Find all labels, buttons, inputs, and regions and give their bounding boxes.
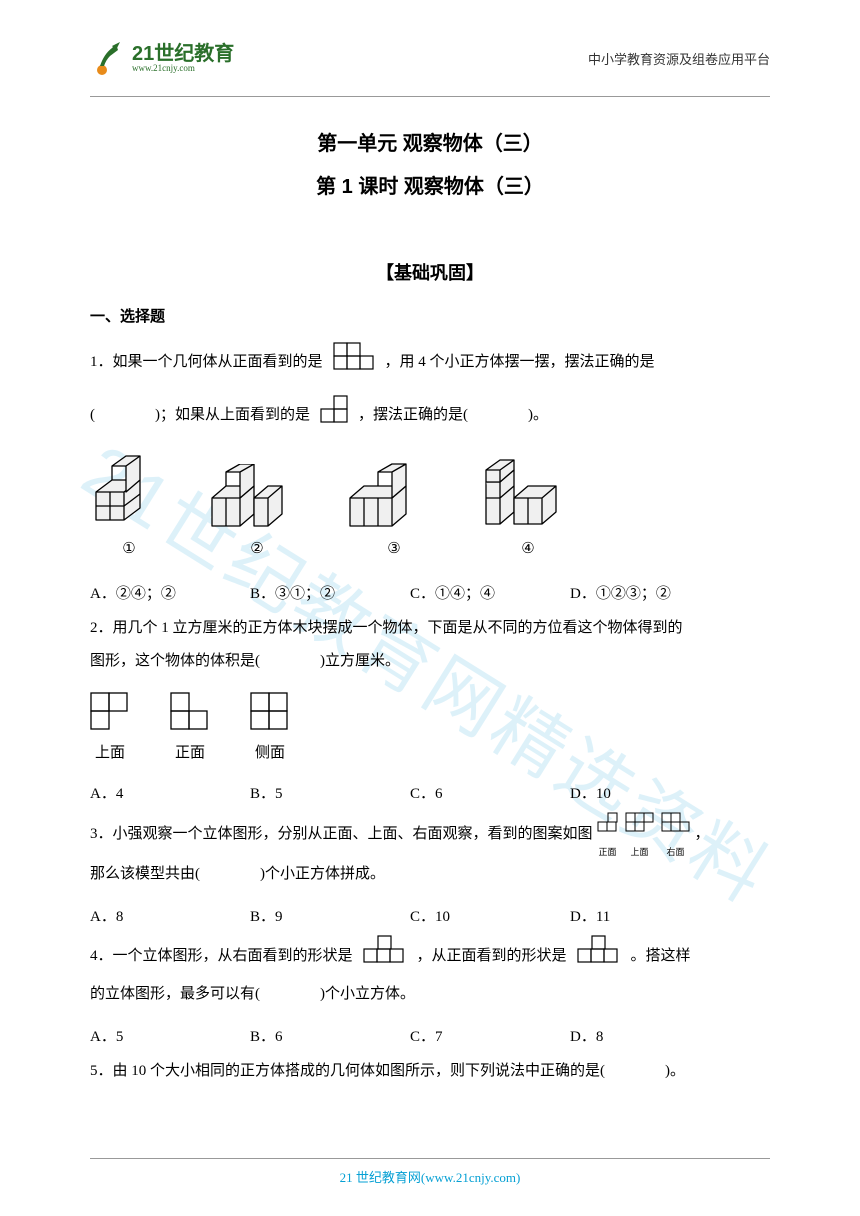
q4-option-a: A．5 [90, 1019, 250, 1055]
question-2: 2．用几个 1 立方厘米的正方体木块摆成一个物体，下面是从不同的方位看这个物体得… [90, 612, 770, 678]
q2-text-a: 2．用几个 1 立方厘米的正方体木块摆成一个物体，下面是从不同的方位看这个物体得… [90, 612, 770, 645]
q3-option-a: A．8 [90, 899, 250, 935]
footer: 21 世纪教育网(www.21cnjy.com) [0, 1158, 860, 1186]
footer-rule [90, 1158, 770, 1159]
q2-view-top-label: 上面 [90, 741, 130, 762]
q2-option-b: B．5 [250, 776, 410, 812]
q1-text-b: ，用 4 个小正方体摆一摆，摆法正确的是 [385, 346, 655, 379]
q3-view-top-label: 上面 [625, 847, 655, 858]
q1-top-view-icon [320, 395, 348, 436]
q2-option-d: D．10 [570, 776, 730, 812]
q1-option-a: A．②④；② [90, 576, 250, 612]
q4-right-view-icon [363, 935, 407, 978]
logo-main-text: 21世纪教育 [132, 44, 234, 64]
q4-option-b: B．6 [250, 1019, 410, 1055]
logo-sub-text: www.21cnjy.com [132, 64, 234, 73]
logo-text: 21世纪教育 www.21cnjy.com [132, 44, 234, 73]
q1-options: A．②④；② B．③①；② C．①④；④ D．①②③；② [90, 576, 770, 612]
q3-text-b: ， [695, 818, 710, 851]
q2-views-row: 上面 正面 侧面 [90, 692, 770, 762]
question-4: 4．一个立体图形，从右面看到的形状是 ，从正面看到的形状是 。搭这样 的立体图形… [90, 935, 770, 1011]
q1-option-d: D．①②③；② [570, 576, 730, 612]
q2-view-side-label: 侧面 [250, 741, 290, 762]
q3-view-right-label: 右面 [661, 847, 691, 858]
q3-option-c: C．10 [410, 899, 570, 935]
header-rule [90, 96, 770, 97]
q1-shape-4: ④ [482, 458, 574, 558]
q2-view-top: 上面 [90, 692, 130, 762]
q3-option-d: D．11 [570, 899, 730, 935]
q5-text: 5．由 10 个大小相同的正方体搭成的几何体如图所示，则下列说法中正确的是( )… [90, 1055, 770, 1088]
q1-front-view-icon [333, 342, 375, 383]
q3-text-a: 3．小强观察一个立体图形，分别从正面、上面、右面观察，看到的图案如图 [90, 818, 593, 851]
q1-shape-4-label: ④ [482, 539, 574, 558]
q3-inline-views: 正面 上面 右面 [597, 812, 691, 858]
header-right-text: 中小学教育资源及组卷应用平台 [588, 49, 770, 68]
q2-text-b: 图形，这个物体的体积是( )立方厘米。 [90, 645, 770, 678]
q4-text-b: ，从正面看到的形状是 [417, 940, 567, 973]
question-5: 5．由 10 个大小相同的正方体搭成的几何体如图所示，则下列说法中正确的是( )… [90, 1055, 770, 1088]
q4-option-d: D．8 [570, 1019, 730, 1055]
logo: 21世纪教育 www.21cnjy.com [90, 40, 234, 76]
page: 21世纪教育 www.21cnjy.com 中小学教育资源及组卷应用平台 第一单… [0, 0, 860, 1116]
q1-text-d: ，摆法正确的是( )。 [358, 399, 548, 432]
q2-view-front: 正面 [170, 692, 210, 762]
footer-text: 21 世纪教育网(www.21cnjy.com) [0, 1167, 860, 1186]
q3-view-front: 正面 [597, 812, 619, 858]
q3-options: A．8 B．9 C．10 D．11 [90, 899, 770, 935]
question-1: 1．如果一个几何体从正面看到的是 ，用 4 个小正方体摆一摆，摆法正确的是 ( … [90, 342, 770, 436]
header: 21世纪教育 www.21cnjy.com 中小学教育资源及组卷应用平台 [90, 40, 770, 76]
section-header: 【基础巩固】 [90, 259, 770, 285]
q4-text-a: 4．一个立体图形，从右面看到的形状是 [90, 940, 353, 973]
q2-view-side: 侧面 [250, 692, 290, 762]
q3-text-c: 那么该模型共由( )个小正方体拼成。 [90, 858, 770, 891]
q4-options: A．5 B．6 C．7 D．8 [90, 1019, 770, 1055]
lesson-title: 第 1 课时 观察物体（三） [90, 170, 770, 199]
q3-option-b: B．9 [250, 899, 410, 935]
q3-view-front-label: 正面 [597, 847, 619, 858]
q1-text-c: ( )；如果从上面看到的是 [90, 399, 310, 432]
logo-icon [90, 40, 126, 76]
q1-shape-2: ② [208, 464, 306, 558]
q1-option-c: C．①④；④ [410, 576, 570, 612]
unit-title: 第一单元 观察物体（三） [90, 127, 770, 156]
q1-text-a: 1．如果一个几何体从正面看到的是 [90, 346, 323, 379]
q4-option-c: C．7 [410, 1019, 570, 1055]
q1-option-b: B．③①；② [250, 576, 410, 612]
q1-shape-3-label: ③ [346, 539, 442, 558]
q1-shapes-row: ① ② ③ [90, 452, 770, 558]
q2-view-front-label: 正面 [170, 741, 210, 762]
q4-text-d: 的立体图形，最多可以有( )个小立方体。 [90, 978, 770, 1011]
q1-shape-2-label: ② [208, 539, 306, 558]
question-3: 3．小强观察一个立体图形，分别从正面、上面、右面观察，看到的图案如图 正面 上面… [90, 812, 770, 891]
q2-option-c: C．6 [410, 776, 570, 812]
q1-shape-1: ① [90, 452, 168, 558]
q2-options: A．4 B．5 C．6 D．10 [90, 776, 770, 812]
q4-front-view-icon [577, 935, 621, 978]
q1-shape-1-label: ① [90, 539, 168, 558]
q4-text-c: 。搭这样 [631, 940, 691, 973]
category-title: 一、选择题 [90, 305, 770, 326]
q3-view-top: 上面 [625, 812, 655, 858]
q1-shape-3: ③ [346, 462, 442, 558]
q3-view-right: 右面 [661, 812, 691, 858]
q2-option-a: A．4 [90, 776, 250, 812]
